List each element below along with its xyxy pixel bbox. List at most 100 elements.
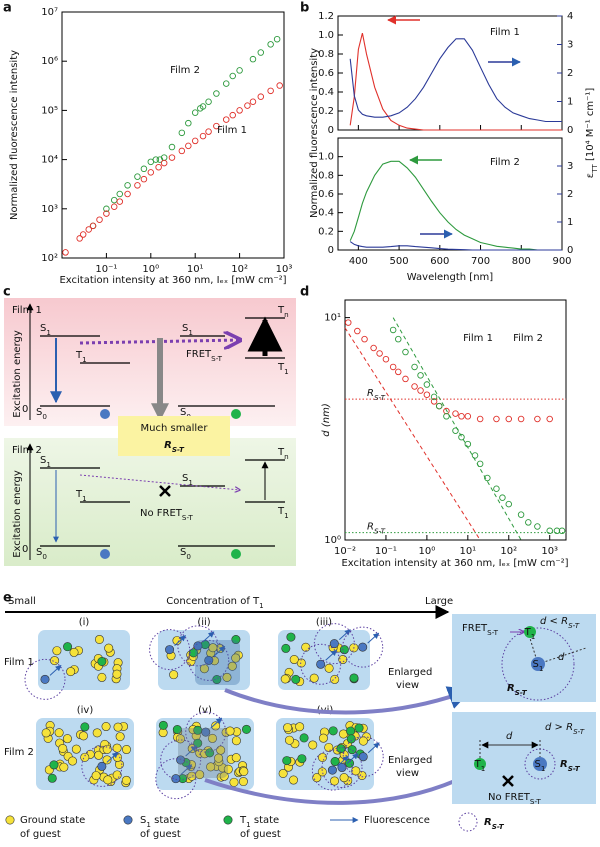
x-tick-label: 10³ xyxy=(541,546,558,557)
guest-molecule xyxy=(337,763,347,773)
spectrum xyxy=(349,32,562,131)
data-point xyxy=(178,147,186,155)
data-point xyxy=(89,222,97,230)
acceptor-label-part: T xyxy=(524,627,532,638)
legend-swatch xyxy=(458,812,478,832)
data-point xyxy=(361,335,368,343)
x-mark xyxy=(159,485,171,497)
data-point xyxy=(452,427,459,434)
guest-molecule xyxy=(58,743,68,753)
guest-molecule xyxy=(231,635,241,645)
level-label-part: T xyxy=(75,489,83,500)
y2-tick-label: 0 xyxy=(567,245,573,256)
plot-frame xyxy=(337,137,563,251)
energy-axis-title: Excitation energy xyxy=(12,470,23,558)
level-label-part: S xyxy=(40,455,46,466)
donor-label-part: 1 xyxy=(541,764,546,773)
data-point xyxy=(147,169,155,176)
emission-arrow xyxy=(337,755,349,767)
x-tick-label: 10¹ xyxy=(459,546,476,557)
legend-label: of guest xyxy=(240,829,281,840)
guest-molecule xyxy=(40,674,50,684)
guest-molecule xyxy=(227,661,237,671)
level-label-part: n xyxy=(284,310,289,319)
transfer-label-part: S-T xyxy=(182,513,193,522)
condition-label-part: S-T xyxy=(573,727,585,736)
guest-molecule xyxy=(223,764,233,774)
y-tick-label: 0.6 xyxy=(318,68,334,79)
radius-circle xyxy=(24,658,66,700)
y-tick-label: 0.8 xyxy=(318,170,334,181)
guest-molecule xyxy=(113,722,123,732)
data-point xyxy=(558,527,566,535)
guest-molecule xyxy=(231,736,241,746)
y-tick-label: 10³ xyxy=(41,204,58,215)
y-tick-label: 0 xyxy=(328,125,334,136)
note-text: Much smaller xyxy=(141,423,209,434)
data-point xyxy=(354,327,361,335)
enlarge-arrow xyxy=(224,686,473,715)
guest-molecule xyxy=(193,641,203,651)
guest-molecule xyxy=(97,657,107,667)
panel-tag: (i) xyxy=(79,617,90,628)
data-point xyxy=(402,375,409,383)
condition-label-part: R xyxy=(566,722,573,733)
guest-molecule xyxy=(97,761,107,771)
emission-arrow xyxy=(325,649,338,661)
guest-molecule xyxy=(308,740,318,750)
guest-molecule xyxy=(41,728,51,738)
row-label: Film 1 xyxy=(4,657,34,668)
guest-molecule xyxy=(358,736,368,746)
data-point xyxy=(160,159,168,167)
level-label-part: 0 xyxy=(42,552,47,561)
transfer-label: FRETS-T xyxy=(462,623,499,637)
panel-tag: (iv) xyxy=(77,705,94,716)
threshold-label-part: S-T xyxy=(374,526,386,535)
level-label-part: 1 xyxy=(82,494,87,503)
enlarged-label: view xyxy=(396,680,419,691)
data-point xyxy=(389,326,397,334)
guest-molecule xyxy=(280,674,290,684)
acceptor-label-part: T xyxy=(474,759,482,770)
data-point xyxy=(464,440,472,448)
data-point xyxy=(411,363,418,371)
data-point xyxy=(236,107,243,114)
row-label: Film 2 xyxy=(4,747,34,758)
data-point xyxy=(476,460,484,468)
panel-tag: (iii) xyxy=(316,617,332,628)
guest-molecule xyxy=(291,674,301,684)
data-point xyxy=(257,49,265,56)
radius-circle xyxy=(342,626,384,668)
guest-molecule xyxy=(330,757,340,767)
guest-molecule xyxy=(329,639,339,649)
legend-label: RS-T xyxy=(484,817,505,831)
emission-arrow xyxy=(202,631,215,643)
highlight xyxy=(195,640,240,685)
data-point xyxy=(525,519,532,526)
axis-title-part: Concentration of T xyxy=(166,596,260,607)
guest-molecule xyxy=(54,728,64,738)
guest-molecule xyxy=(169,670,179,680)
y-tick-label: 0.6 xyxy=(318,189,334,200)
guest-molecule xyxy=(172,725,182,735)
radius-circle xyxy=(155,758,197,800)
guest-molecule xyxy=(80,752,90,762)
data-point xyxy=(110,203,118,211)
guest-molecule xyxy=(284,735,294,745)
y-axis-title: Normalized fluorescence intensity xyxy=(309,48,320,218)
data-point xyxy=(124,190,131,198)
data-point xyxy=(517,511,525,518)
x-tick-label: 10¹ xyxy=(187,264,204,275)
guest-molecule xyxy=(121,775,131,785)
plot-frame xyxy=(344,299,567,541)
guest-molecule xyxy=(68,756,78,766)
data-point xyxy=(185,142,192,150)
y-tick-label: 0.2 xyxy=(318,226,334,237)
guest-molecule xyxy=(239,766,249,776)
guest-molecule xyxy=(66,667,76,677)
note-box xyxy=(118,416,230,456)
x-tick-label: 500 xyxy=(390,256,409,267)
panel-label: a xyxy=(3,1,12,16)
enlarged-label: Enlarged xyxy=(388,755,432,766)
level-label: T1 xyxy=(277,506,289,520)
